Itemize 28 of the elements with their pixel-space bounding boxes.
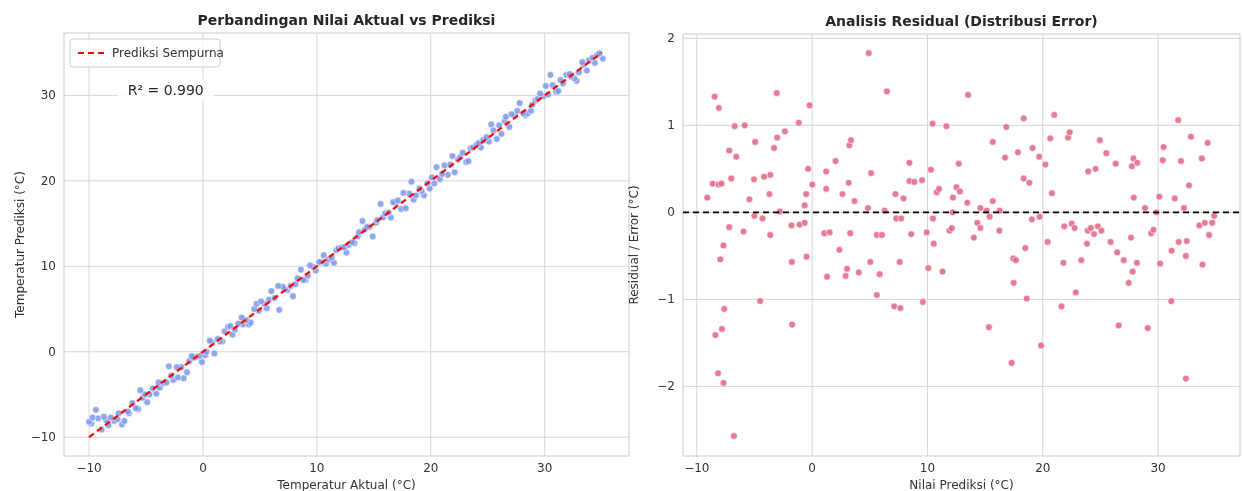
y-tick-label: 1: [667, 118, 675, 133]
y-axis-title: Residual / Error (°C): [627, 185, 641, 305]
x-tick-label: 30: [1150, 461, 1166, 475]
annotation: R² = 0.990: [127, 82, 204, 98]
x-tick-label: −10: [684, 461, 710, 475]
y-tick-label: 0: [48, 344, 56, 359]
y-tick-label: 2: [667, 31, 675, 46]
chart-title: Perbandingan Nilai Aktual vs Prediksi: [197, 12, 496, 28]
y-tick-label: 10: [40, 259, 56, 274]
legend-label: Prediksi Sempurna: [112, 46, 224, 60]
x-tick-label: 10: [309, 461, 325, 475]
y-tick-label: 20: [40, 173, 56, 188]
x-tick-label: 0: [199, 461, 207, 475]
y-tick-label: 0: [667, 205, 675, 220]
x-axis-title: Temperatur Aktual (°C): [276, 478, 416, 491]
y-axis-title: Temperatur Prediksi (°C): [13, 171, 27, 319]
x-axis-title: Nilai Prediksi (°C): [909, 478, 1014, 491]
y-tick-label: −1: [657, 292, 675, 307]
y-tick-label: 30: [40, 88, 56, 103]
x-tick-label: 20: [1035, 461, 1051, 475]
y-tick-label: −2: [657, 379, 675, 394]
y-tick-label: −10: [30, 430, 56, 445]
x-tick-label: 0: [808, 461, 816, 475]
x-tick-label: 20: [423, 461, 439, 475]
x-tick-label: 30: [537, 461, 553, 475]
chart-title: Analisis Residual (Distribusi Error): [825, 13, 1098, 29]
x-tick-label: −10: [76, 461, 102, 475]
x-tick-label: 10: [919, 461, 936, 475]
